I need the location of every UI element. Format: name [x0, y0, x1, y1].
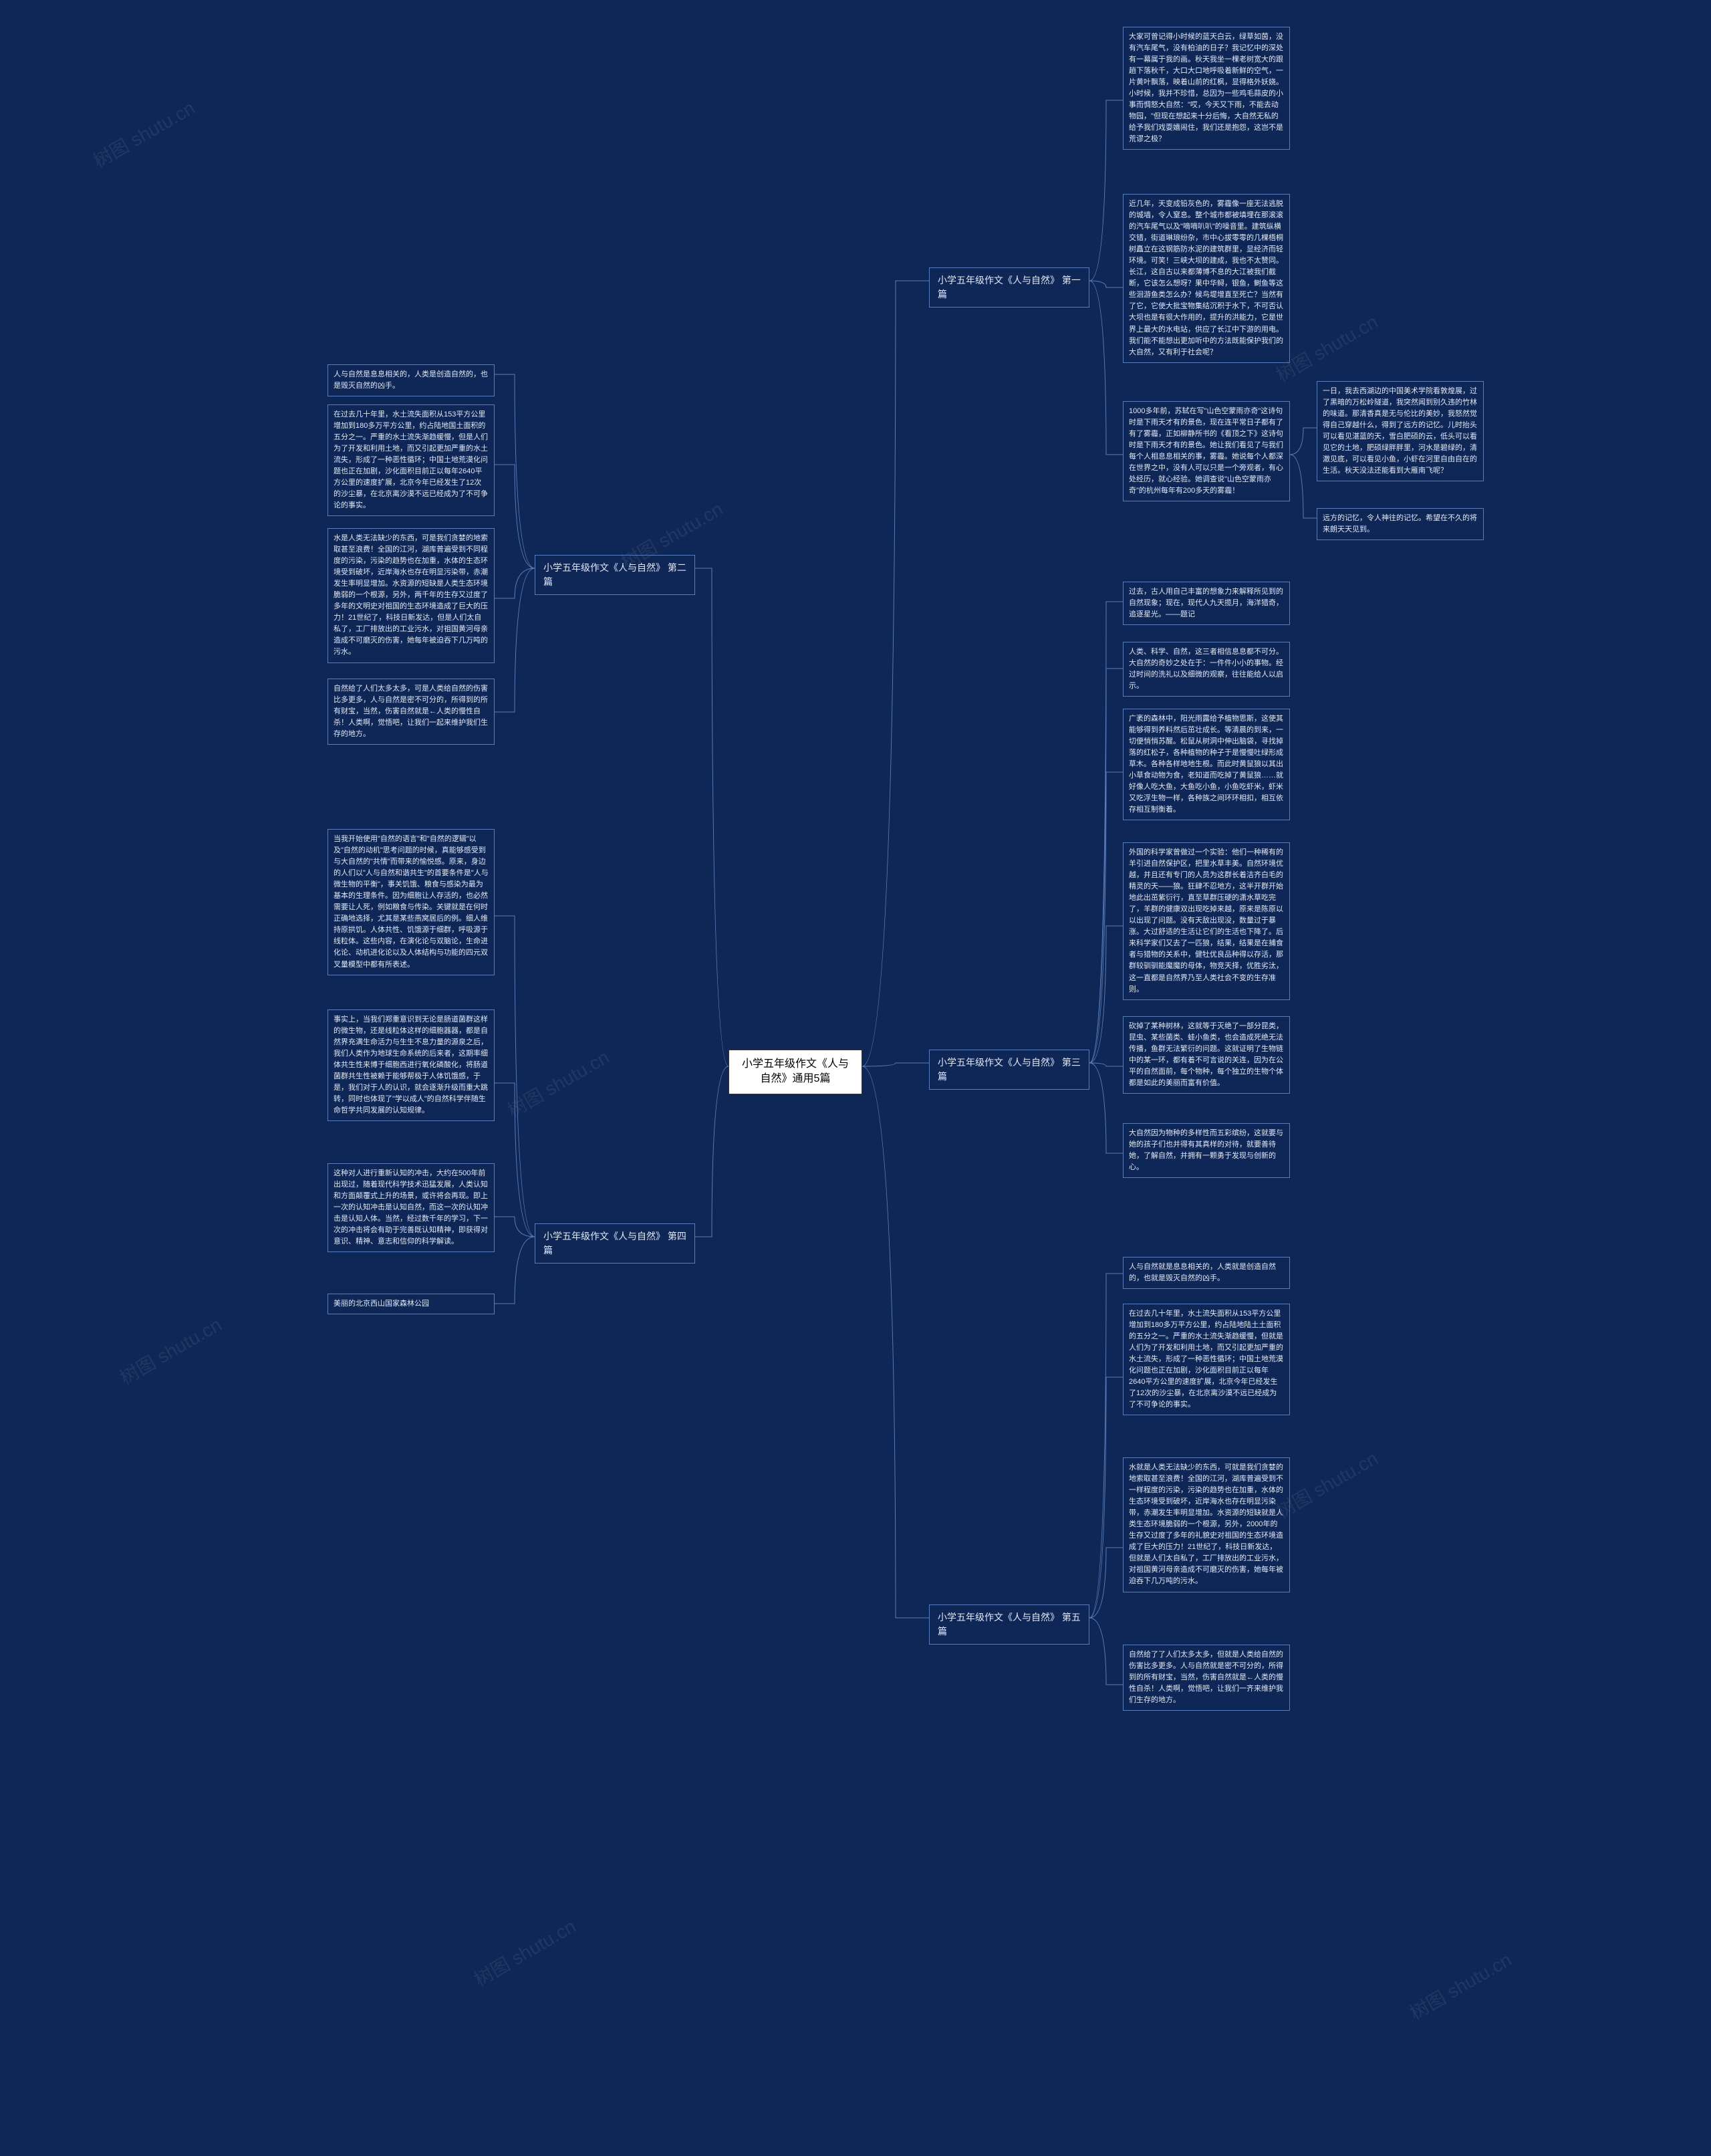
leaf-node: 一日，我去西湖边的中国美术学院看敦煌展，过了黑暗的万松岭隧道，我突然闻到别久违的…	[1317, 381, 1484, 481]
leaf-node: 人与自然就是息息相关的，人类就是创造自然的，也就是毁灭自然的凶手。	[1123, 1257, 1290, 1289]
leaf-node: 在过去几十年里，水土流失面积从153平方公里增加到180多万平方公里，约占陆地国…	[327, 404, 495, 516]
watermark: 树图 shutu.cn	[88, 94, 199, 173]
watermark: 树图 shutu.cn	[502, 1043, 614, 1122]
leaf-node: 自然给了了人们太多太多，但就是人类给自然的伤害比多更多。人与自然就是密不可分的，…	[1123, 1645, 1290, 1711]
leaf-node: 外国的科学家曾做过一个实验：他们一种稀有的羊引进自然保护区，把里水草丰美。自然环…	[1123, 842, 1290, 1000]
branch-node-4[interactable]: 小学五年级作文《人与自然》 第四篇	[535, 1223, 695, 1264]
branch-node-3[interactable]: 小学五年级作文《人与自然》 第三篇	[929, 1050, 1089, 1090]
center-node[interactable]: 小学五年级作文《人与自然》通用5篇	[729, 1050, 862, 1094]
watermark: 树图 shutu.cn	[1404, 1945, 1516, 2025]
branch-node-2[interactable]: 小学五年级作文《人与自然》 第二篇	[535, 555, 695, 595]
leaf-node: 人与自然是息息相关的，人类是创造自然的，也是毁灭自然的凶手。	[327, 364, 495, 396]
leaf-node: 近几年，天变成铅灰色的，雾霾像一座无法逃脱的城墙，令人窒息。整个城市都被填埋在那…	[1123, 194, 1290, 363]
branch-node-1[interactable]: 小学五年级作文《人与自然》 第一篇	[929, 267, 1089, 308]
watermark: 树图 shutu.cn	[469, 1912, 580, 1992]
leaf-node: 自然给了人们太多太多，可是人类给自然的伤害比多更多，人与自然是密不可分的，所得到…	[327, 679, 495, 745]
branch-node-5[interactable]: 小学五年级作文《人与自然》 第五篇	[929, 1604, 1089, 1645]
watermark: 树图 shutu.cn	[114, 1310, 226, 1390]
leaf-node: 砍掉了某种树林，这就等于灭绝了一部分昆类，昆虫、某些菌类、蛙小鱼类，也会造成死绝…	[1123, 1016, 1290, 1094]
leaf-node: 美丽的北京西山国家森林公园	[327, 1294, 495, 1314]
leaf-node: 广袤的森林中，阳光雨露给予植物思斯，这使其能够得到养料然后茁壮成长。等清晨的到来…	[1123, 709, 1290, 820]
leaf-node: 过去，古人用自己丰富的想象力来解释所见到的自然现象；现在，现代人九天揽月，海洋猎…	[1123, 582, 1290, 625]
leaf-node: 事实上，当我们郑重意识到无论是肠道菌群这样的微生物，还是线粒体这样的细胞器器，都…	[327, 1009, 495, 1121]
leaf-node: 大家可曾记得小时候的蓝天白云，绿草如茵，没有汽车尾气，没有柏油的日子？我记忆中的…	[1123, 27, 1290, 150]
leaf-node: 人类、科学、自然，这三者相信息息都不可分。大自然的奇妙之处在于：一件件小小的事物…	[1123, 642, 1290, 697]
leaf-node: 1000多年前，苏轼在写"山色空蒙雨亦奇"这诗句时是下雨天才有的景色，现在连平常…	[1123, 401, 1290, 501]
leaf-node: 水就是人类无法缺少的东西，可就是我们贪婪的地索取甚至浪费！全国的江河，湖库普遍受…	[1123, 1457, 1290, 1592]
leaf-node: 水是人类无法缺少的东西，可是我们贪婪的地索取甚至浪费！全国的江河，湖库普遍受到不…	[327, 528, 495, 663]
leaf-node: 这种对人进行重新认知的冲击，大约在500年前出现过，随着现代科学技术迅猛发展，人…	[327, 1163, 495, 1252]
leaf-node: 远方的记忆，令人神往的记忆。希望在不久的将来朗天天见到。	[1317, 508, 1484, 540]
leaf-node: 在过去几十年里，水土流失面积从153平方公里增加到180多万平方公里，约占陆地陆…	[1123, 1304, 1290, 1415]
leaf-node: 大自然因为物种的多样性而五彩缤纷，这就要与她的孩子们也并得有其真样的对待，就要善…	[1123, 1123, 1290, 1178]
leaf-node: 当我开始使用"自然的语言"和"自然的逻辑"以及"自然的动机"思考问题的时候，真能…	[327, 829, 495, 975]
